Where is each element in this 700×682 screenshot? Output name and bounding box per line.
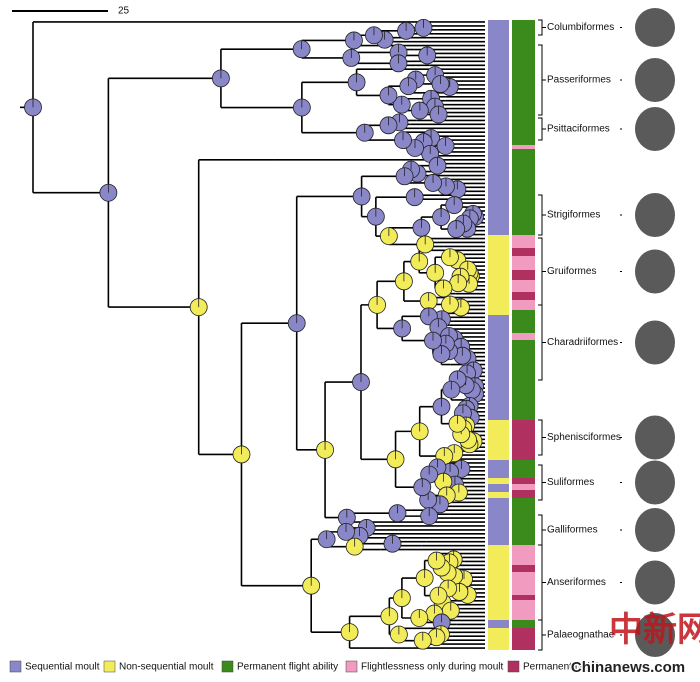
bird-silhouette: [635, 460, 675, 505]
moult-bar-segment: [488, 484, 509, 492]
flight-bar-segment: [512, 270, 535, 280]
moult-bar-segment: [488, 498, 509, 545]
flight-bar-segment: [512, 490, 535, 498]
moult-bar-segment: [488, 460, 509, 478]
flight-bar-segment: [512, 300, 535, 310]
moult-bar-segment: [488, 235, 509, 315]
moult-bar-segment: [488, 620, 509, 628]
flight-bar-segment: [512, 235, 535, 248]
flight-bar-segment: [512, 572, 535, 595]
flight-bar-segment: [512, 600, 535, 620]
clade-label: Sphenisciformes: [547, 432, 621, 443]
flight-bar-segment: [512, 565, 535, 572]
flight-bar-segment: [512, 628, 535, 650]
flight-bar-segment: [512, 149, 535, 235]
clade-label: Strigiformes: [547, 210, 600, 221]
clade-label: Charadriiformes: [547, 337, 618, 348]
bird-silhouette: [635, 193, 675, 237]
clade-labels: Columbiformes Passeriformes Psittaciformes…: [538, 8, 675, 657]
clade-label: Galliformes: [547, 525, 598, 536]
flight-bar-segment: [512, 498, 535, 545]
legend-label: Permanent flightlessness: [523, 662, 635, 673]
flight-bar-segment: [512, 545, 535, 565]
flight-bar-segment: [512, 333, 535, 340]
flight-bar-segment: [512, 292, 535, 300]
flight-bar-segment: [512, 256, 535, 270]
bird-silhouette: [635, 415, 675, 460]
clade-bracket: [538, 44, 546, 116]
moult-bar-segment: [488, 478, 509, 484]
bird-silhouette: [635, 613, 675, 657]
bird-silhouette: [635, 8, 675, 47]
legend-swatch: [507, 660, 520, 673]
flight-bar-segment: [512, 484, 535, 490]
legend-swatch: [103, 660, 116, 673]
clade-bracket: [538, 19, 546, 36]
clade-label: Columbiformes: [547, 22, 614, 33]
flight-bar-segment: [512, 478, 535, 484]
bird-silhouette: [635, 560, 675, 605]
legend-label: Sequential moult: [25, 662, 100, 673]
clade-bracket: [538, 464, 546, 501]
clade-label: Psittaciformes: [547, 124, 610, 135]
legend-label: Flightlessness only during moult: [361, 662, 504, 673]
flight-bar-segment: [512, 20, 535, 145]
flight-bar-segment: [512, 145, 535, 149]
bird-silhouette: [635, 249, 675, 294]
flight-bar-segment: [512, 620, 535, 628]
watermark-site: Chinanews.com: [571, 659, 685, 676]
flight-bar-segment: [512, 460, 535, 478]
bird-silhouette: [635, 320, 675, 365]
legend-label: Permanent flight ability: [237, 662, 338, 673]
legend-label: Non-sequential moult: [119, 662, 214, 673]
clade-bracket: [538, 304, 546, 381]
bird-silhouette: [635, 508, 675, 552]
scale-bar-label: 25: [118, 6, 130, 17]
clade-bracket: [538, 117, 546, 141]
flight-bar-segment: [512, 340, 535, 420]
clade-label: Gruiformes: [547, 266, 596, 277]
flight-bar-segment: [512, 420, 535, 460]
flight-bar-segment: [512, 595, 535, 600]
legend-swatch: [221, 660, 234, 673]
clade-bracket: [538, 544, 546, 621]
moult-bar-segment: [488, 545, 509, 620]
trait-bars: [488, 20, 535, 650]
bird-silhouette: [635, 58, 675, 102]
moult-bar-segment: [488, 492, 509, 498]
legend-swatch: [345, 660, 358, 673]
flight-bar-segment: [512, 310, 535, 333]
moult-bar-segment: [488, 315, 509, 420]
clade-bracket: [538, 419, 546, 456]
clade-bracket: [538, 619, 546, 651]
clade-label: Passeriformes: [547, 75, 611, 86]
flight-bar-segment: [512, 280, 535, 292]
flight-bar-segment: [512, 248, 535, 256]
moult-bar-segment: [488, 20, 509, 235]
moult-bar-segment: [488, 628, 509, 650]
clade-label: Anseriformes: [547, 577, 606, 588]
legend: Sequential moult Non-sequential moult Perm…: [9, 660, 635, 673]
legend-swatch: [9, 660, 22, 673]
clade-bracket: [538, 514, 546, 546]
clade-label: Palaeognathae: [547, 630, 615, 641]
watermark-cn: 中新网: [609, 611, 700, 649]
tree-nodes: [24, 18, 484, 650]
clade-bracket: [538, 237, 546, 306]
bird-silhouette: [635, 107, 675, 151]
moult-bar-segment: [488, 420, 509, 460]
clade-label: Suliformes: [547, 477, 594, 488]
clade-bracket: [538, 194, 546, 236]
